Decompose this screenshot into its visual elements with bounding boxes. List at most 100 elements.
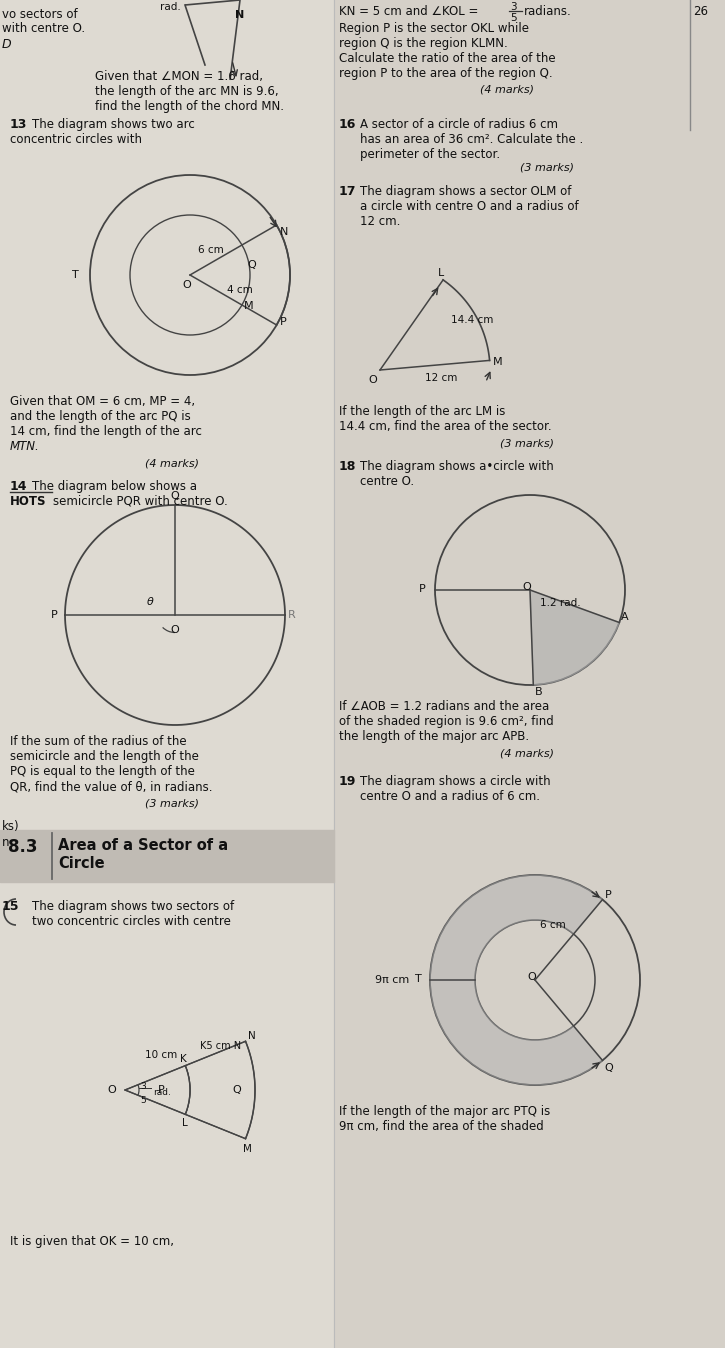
Text: perimeter of the sector.: perimeter of the sector. [360, 148, 500, 160]
Text: HOTS: HOTS [10, 495, 46, 508]
Polygon shape [125, 1066, 190, 1115]
Text: centre O and a radius of 6 cm.: centre O and a radius of 6 cm. [360, 790, 540, 803]
Text: 14.4 cm, find the area of the sector.: 14.4 cm, find the area of the sector. [339, 421, 552, 433]
Text: 14 cm, find the length of the arc: 14 cm, find the length of the arc [10, 425, 202, 438]
Text: Area of a Sector of a: Area of a Sector of a [58, 838, 228, 853]
Text: 8.3: 8.3 [8, 838, 38, 856]
Text: P: P [605, 890, 611, 899]
Text: 3: 3 [140, 1082, 146, 1091]
Text: Q: Q [170, 491, 179, 501]
Text: 6 cm: 6 cm [198, 245, 224, 255]
Text: 16: 16 [339, 119, 357, 131]
Text: A sector of a circle of radius 6 cm: A sector of a circle of radius 6 cm [360, 119, 558, 131]
Text: semicircle PQR with centre O.: semicircle PQR with centre O. [53, 495, 228, 508]
Text: Given that ∠MON = 1.6 rad,: Given that ∠MON = 1.6 rad, [95, 70, 263, 84]
Text: of the shaded region is 9.6 cm², find: of the shaded region is 9.6 cm², find [339, 714, 554, 728]
Text: n: n [2, 836, 9, 849]
Text: concentric circles with: concentric circles with [10, 133, 142, 146]
Text: 5: 5 [510, 13, 517, 23]
Text: (3 marks): (3 marks) [145, 798, 199, 807]
Text: The diagram below shows a: The diagram below shows a [32, 480, 197, 493]
Text: 13: 13 [10, 119, 28, 131]
Text: Given that OM = 6 cm, MP = 4,: Given that OM = 6 cm, MP = 4, [10, 395, 195, 408]
Text: Q: Q [605, 1064, 613, 1073]
Text: T: T [415, 975, 422, 984]
Text: Q: Q [232, 1085, 241, 1095]
Text: 18: 18 [339, 460, 357, 473]
Text: L: L [182, 1119, 188, 1128]
Text: 26: 26 [693, 5, 708, 18]
Text: 6 cm: 6 cm [540, 919, 566, 930]
Text: If the length of the major arc PTQ is: If the length of the major arc PTQ is [339, 1105, 550, 1117]
Text: and the length of the arc PQ is: and the length of the arc PQ is [10, 410, 191, 423]
Text: P: P [419, 584, 426, 594]
Polygon shape [186, 1041, 255, 1139]
Text: a circle with centre O and a radius of: a circle with centre O and a radius of [360, 200, 579, 213]
Text: θ: θ [147, 597, 154, 607]
Text: The diagram shows a circle with: The diagram shows a circle with [360, 775, 550, 789]
Text: A: A [621, 612, 629, 623]
Bar [0, 830, 334, 882]
Text: O: O [170, 625, 179, 635]
Text: centre O.: centre O. [360, 474, 414, 488]
Text: rad.: rad. [160, 1, 181, 12]
Text: 3: 3 [510, 1, 517, 12]
Text: O: O [107, 1085, 116, 1095]
Text: R: R [288, 611, 296, 620]
Text: Calculate the ratio of the area of the: Calculate the ratio of the area of the [339, 53, 555, 65]
Text: P: P [51, 611, 58, 620]
Text: M: M [492, 357, 502, 368]
Text: M: M [244, 301, 254, 311]
Text: QR, find the value of θ, in radians.: QR, find the value of θ, in radians. [10, 780, 212, 793]
Text: 5: 5 [140, 1096, 146, 1105]
Text: O: O [527, 972, 536, 981]
Polygon shape [530, 590, 619, 685]
Text: N: N [247, 1031, 255, 1041]
Text: radians.: radians. [524, 5, 572, 18]
Text: If the sum of the radius of the: If the sum of the radius of the [10, 735, 186, 748]
Text: P: P [280, 317, 286, 328]
Text: 9π cm: 9π cm [375, 975, 409, 985]
Text: N: N [280, 226, 288, 237]
Text: The diagram shows two sectors of: The diagram shows two sectors of [32, 900, 234, 913]
Text: L: L [438, 268, 444, 278]
Bar [0, 0, 334, 1348]
Text: The diagram shows two arc: The diagram shows two arc [32, 119, 195, 131]
Text: P: P [157, 1085, 165, 1095]
Text: PQ is equal to the length of the: PQ is equal to the length of the [10, 766, 195, 778]
Text: (3 marks): (3 marks) [500, 438, 554, 448]
Text: Circle: Circle [58, 856, 104, 871]
Text: 12 cm: 12 cm [425, 373, 457, 383]
Text: (3 marks): (3 marks) [520, 163, 574, 173]
Text: with centre O.: with centre O. [2, 22, 85, 35]
Text: (4 marks): (4 marks) [480, 84, 534, 94]
Text: vo sectors of: vo sectors of [2, 8, 78, 22]
Text: 12 cm.: 12 cm. [360, 214, 400, 228]
Text: K: K [181, 1054, 187, 1064]
Text: The diagram shows a sector OLM of: The diagram shows a sector OLM of [360, 185, 571, 198]
Text: the length of the arc MN is 9.6,: the length of the arc MN is 9.6, [95, 85, 278, 98]
Text: D: D [2, 38, 12, 51]
Text: ks): ks) [2, 820, 20, 833]
Text: region P to the area of the region Q.: region P to the area of the region Q. [339, 67, 552, 80]
Text: Q: Q [247, 260, 256, 270]
Bar [334, 0, 725, 1348]
Text: find the length of the chord MN.: find the length of the chord MN. [95, 100, 284, 113]
Polygon shape [430, 875, 602, 1085]
Text: 19: 19 [339, 775, 357, 789]
Text: N: N [235, 9, 244, 20]
Text: Region P is the sector OKL while: Region P is the sector OKL while [339, 22, 529, 35]
Text: rad.: rad. [153, 1088, 171, 1097]
Text: M: M [243, 1143, 252, 1154]
Text: MTN.: MTN. [10, 439, 40, 453]
Text: O: O [182, 280, 191, 290]
Text: has an area of 36 cm². Calculate the .: has an area of 36 cm². Calculate the . [360, 133, 583, 146]
Text: (4 marks): (4 marks) [145, 458, 199, 468]
Text: two concentric circles with centre: two concentric circles with centre [32, 915, 231, 927]
Text: 14: 14 [10, 480, 28, 493]
Text: It is given that OK = 10 cm,: It is given that OK = 10 cm, [10, 1235, 174, 1248]
Text: 1.2 rad.: 1.2 rad. [540, 599, 581, 608]
Text: the length of the major arc APB.: the length of the major arc APB. [339, 731, 529, 743]
Text: region Q is the region KLMN.: region Q is the region KLMN. [339, 36, 508, 50]
Text: KN = 5 cm and ∠KOL =: KN = 5 cm and ∠KOL = [339, 5, 478, 18]
